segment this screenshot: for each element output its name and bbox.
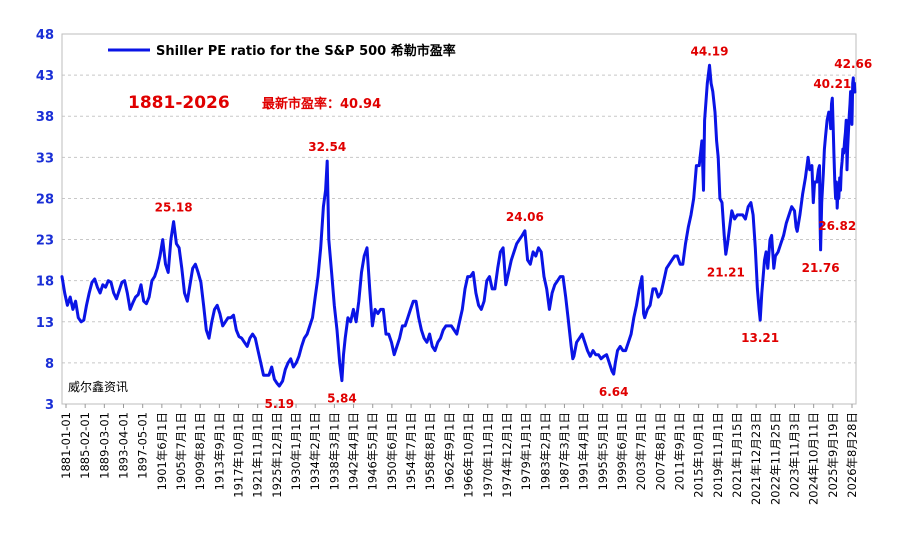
x-tick-label: 1946年5月1日 (366, 412, 380, 490)
y-tick-label: 28 (36, 192, 54, 207)
x-tick-label: 1925年12月1日 (270, 412, 284, 498)
x-tick-label: 2024年10月11日 (807, 412, 821, 505)
x-tick-label: 2025年9月19日 (826, 412, 840, 498)
annotation-label: 5.19 (264, 397, 294, 411)
legend-label: Shiller PE ratio for the S&P 500 希勒市盈率 (156, 43, 456, 59)
y-tick-label: 38 (36, 110, 54, 125)
annotation-label: 6.64 (599, 385, 629, 399)
x-tick-label: 1983年2月1日 (538, 412, 552, 490)
peak-trough-annotations: 25.18 5.19 32.54 5.84 24.06 6.64 44.19 21.21 13.… (155, 44, 873, 411)
x-tick-label: 1966年10月1日 (462, 412, 476, 498)
x-tick-label: 2022年11月25日 (768, 412, 782, 505)
x-tick-label: 1999年6月1日 (615, 412, 629, 490)
x-tick-label: 1938年3月1日 (327, 412, 341, 490)
source-label: 威尔鑫资讯 (68, 379, 128, 394)
y-tick-label: 43 (36, 69, 54, 84)
x-tick-label: 1921年11月1日 (251, 412, 265, 498)
x-axis: 1881-01-01 1885-02-01 1889-03-01 1893-04-01… (59, 404, 859, 505)
x-tick-label: 2015年10月1日 (692, 412, 706, 498)
x-tick-label: 1893-04-01 (117, 412, 131, 479)
y-tick-label: 3 (45, 398, 54, 413)
x-tick-label: 1881-01-01 (59, 412, 73, 479)
annotation-label: 42.66 (834, 57, 872, 71)
x-tick-label: 1962年9月1日 (442, 412, 456, 490)
plot-frame (61, 33, 857, 405)
latest-pe-label: 最新市盈率：40.94 (262, 96, 381, 112)
y-tick-label: 33 (36, 151, 54, 166)
x-tick-label: 2011年9月1日 (672, 412, 686, 490)
y-tick-label: 48 (36, 28, 54, 43)
x-tick-label: 1917年10月1日 (232, 412, 246, 498)
x-tick-label: 1901年6月1日 (155, 412, 169, 490)
x-tick-label: 2007年8月1日 (653, 412, 667, 490)
annotation-label: 13.21 (741, 331, 779, 345)
x-tick-label: 1995年5月1日 (596, 412, 610, 490)
annotation-label: 40.21 (813, 77, 851, 91)
x-tick-label: 1991年4月1日 (577, 412, 591, 490)
annotation-label: 24.06 (506, 210, 544, 224)
annotation-label: 21.21 (707, 265, 745, 279)
x-tick-label: 1913年9月1日 (212, 412, 226, 490)
x-tick-label: 1950年6月1日 (385, 412, 399, 490)
x-tick-label: 1897-05-01 (136, 412, 150, 479)
x-tick-label: 1970年11月1日 (481, 412, 495, 498)
x-tick-label: 1909年8月1日 (193, 412, 207, 490)
annotation-label: 44.19 (691, 44, 729, 58)
annotation-label: 32.54 (308, 140, 346, 154)
annotation-label: 21.76 (802, 261, 840, 275)
x-tick-label: 1934年2月1日 (308, 412, 322, 490)
x-tick-label: 1979年1月1日 (519, 412, 533, 490)
x-tick-label: 1930年1月1日 (289, 412, 303, 490)
x-tick-label: 1987年3月1日 (557, 412, 571, 490)
x-tick-label: 1958年8月1日 (423, 412, 437, 490)
x-tick-label: 2019年11月1日 (711, 412, 725, 498)
x-tick-label: 1889-03-01 (97, 412, 111, 479)
y-tick-label: 23 (36, 234, 54, 249)
x-tick-label: 1942年4月1日 (347, 412, 361, 490)
series-line-shiller-pe (60, 63, 857, 388)
x-tick-label: 2021年1月15日 (730, 412, 744, 498)
x-tick-label: 2026年8月28日 (845, 412, 859, 498)
x-tick-label: 2021年12月23日 (749, 412, 763, 505)
x-tick-label: 1954年7月1日 (404, 412, 418, 490)
legend: Shiller PE ratio for the S&P 500 希勒市盈率 (108, 43, 456, 59)
x-tick-label: 1885-02-01 (78, 412, 92, 479)
y-tick-label: 18 (36, 275, 54, 290)
annotation-label: 25.18 (155, 201, 193, 215)
x-tick-label: 1905年7月1日 (174, 412, 188, 490)
x-tick-label: 2003年7月1日 (634, 412, 648, 490)
x-tick-label: 2023年11月3日 (787, 412, 801, 498)
annotation-label: 5.84 (327, 392, 357, 406)
y-tick-label: 8 (45, 357, 54, 372)
y-tick-label: 13 (36, 316, 54, 331)
annotation-label: 26.82 (818, 219, 856, 233)
date-range-label: 1881-2026 (128, 93, 230, 113)
x-tick-label: 1974年12月1日 (500, 412, 514, 498)
